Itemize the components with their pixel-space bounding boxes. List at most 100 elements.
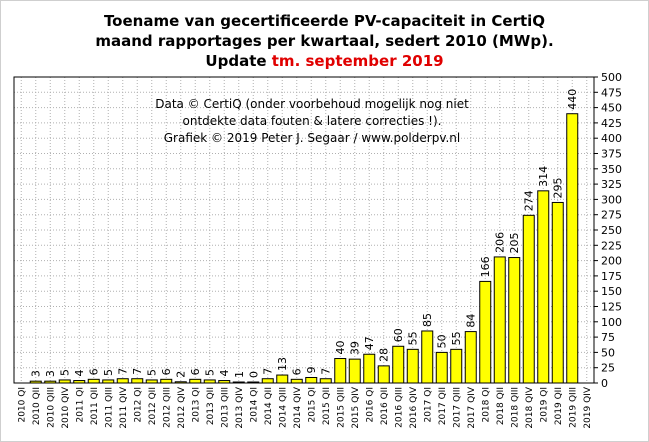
y-tick-label: 400: [601, 132, 622, 145]
chart-title-update-period: tm. september 2019: [271, 52, 444, 70]
y-tick-label: 175: [601, 270, 622, 283]
x-tick-label: 2010 QIV: [61, 386, 71, 429]
x-tick-label: 2018 QIV: [525, 386, 535, 429]
bar-value-label: 7: [117, 368, 130, 375]
y-tick-label: 500: [601, 71, 622, 84]
y-tick-label: 350: [601, 163, 622, 176]
bar: [406, 348, 419, 384]
bar-value-label: 6: [88, 368, 101, 375]
bar-value-label: 440: [566, 89, 579, 110]
x-tick-label: 2011 QIV: [119, 386, 129, 429]
y-tick-label: 125: [601, 301, 622, 314]
bar-value-label: 6: [189, 368, 202, 375]
y-tick-label: 425: [601, 117, 622, 130]
bar-value-label: 7: [320, 368, 333, 375]
x-tick-label: 2014 QI: [249, 387, 259, 423]
bar-value-label: 40: [334, 341, 347, 355]
bar-value-label: 6: [160, 368, 173, 375]
x-tick-label: 2017 QII: [438, 387, 448, 425]
y-tick-label: 50: [601, 346, 615, 359]
bar: [551, 201, 564, 384]
x-tick-label: 2012 QIII: [162, 387, 172, 428]
bar: [334, 358, 347, 384]
y-tick-label: 200: [601, 255, 622, 268]
bar: [537, 190, 550, 384]
bar: [261, 378, 274, 384]
x-tick-label: 2015 QIII: [336, 387, 346, 428]
y-tick-label: 150: [601, 285, 622, 298]
source-note-line-3: Grafiek © 2019 Peter J. Segaar / www.pol…: [164, 131, 461, 145]
bar: [363, 353, 376, 384]
bar-value-label: 50: [436, 334, 449, 348]
source-note-line-1: Data © CertiQ (onder voorbehoud mogelijk…: [155, 97, 469, 111]
bar-value-label: 5: [59, 369, 72, 376]
bar-value-label: 166: [479, 256, 492, 277]
bar-value-label: 274: [523, 190, 536, 211]
bar-value-label: 4: [73, 370, 86, 377]
x-tick-label: 2012 QIV: [177, 386, 187, 429]
x-tick-label: 2017 QI: [423, 387, 433, 423]
bar: [493, 256, 506, 384]
bar-value-label: 3: [30, 370, 43, 377]
x-tick-label: 2018 QI: [481, 387, 491, 423]
x-tick-label: 2018 QIII: [510, 387, 520, 428]
bar-value-label: 85: [421, 313, 434, 327]
chart-title-update-prefix: Update: [205, 52, 272, 70]
x-tick-label: 2016 QII: [380, 387, 390, 425]
bar: [87, 378, 100, 384]
bar-value-label: 0: [247, 371, 260, 378]
x-tick-label: 2015 QII: [322, 387, 332, 425]
y-tick-label: 275: [601, 209, 622, 222]
bar-value-label: 55: [407, 331, 420, 345]
y-tick-label: 25: [601, 362, 615, 375]
bar-value-label: 5: [204, 369, 217, 376]
bar-value-label: 9: [305, 366, 318, 373]
bar-value-label: 206: [494, 232, 507, 253]
x-tick-label: 2011 QIII: [104, 387, 114, 428]
x-tick-label: 2010 QI: [17, 387, 27, 423]
chart-title-line-3: Update tm. september 2019: [0, 52, 649, 70]
x-tick-label: 2013 QIII: [220, 387, 230, 428]
x-tick-label: 2017 QIV: [467, 386, 477, 429]
y-tick-label: 450: [601, 102, 622, 115]
y-tick-label: 225: [601, 239, 622, 252]
bar-value-label: 2: [175, 371, 188, 378]
bar-value-label: 1: [233, 371, 246, 378]
bar: [131, 378, 144, 384]
bar-value-label: 5: [146, 369, 159, 376]
bar: [377, 365, 390, 384]
x-tick-label: 2015 QI: [307, 387, 317, 423]
x-tick-label: 2019 QIV: [583, 386, 593, 429]
y-tick-label: 250: [601, 224, 622, 237]
bar-value-label: 7: [131, 368, 144, 375]
x-tick-label: 2017 QIII: [452, 387, 462, 428]
x-tick-label: 2014 QII: [264, 387, 274, 425]
bar: [435, 351, 448, 384]
x-tick-label: 2011 QI: [75, 387, 85, 423]
chart-title-line-2: maand rapportages per kwartaal, sedert 2…: [95, 32, 554, 50]
x-tick-label: 2016 QI: [365, 387, 375, 423]
axes: 0255075100125150175200225250275300325350…: [13, 71, 622, 429]
y-tick-label: 475: [601, 86, 622, 99]
y-tick-label: 325: [601, 178, 622, 191]
x-tick-label: 2016 QIV: [409, 386, 419, 429]
x-tick-label: 2013 QI: [191, 387, 201, 423]
bar-value-label: 47: [363, 336, 376, 350]
y-tick-label: 300: [601, 193, 622, 206]
bar-value-label: 60: [392, 328, 405, 342]
x-tick-label: 2019 QII: [554, 387, 564, 425]
bar-value-label: 13: [276, 357, 289, 371]
bar: [392, 345, 405, 384]
bar: [421, 330, 434, 384]
x-tick-label: 2011 QII: [90, 387, 100, 425]
bar-value-label: 4: [218, 370, 231, 377]
bar: [305, 376, 318, 384]
bar-value-label: 6: [291, 368, 304, 375]
x-tick-label: 2013 QII: [206, 387, 216, 425]
bar: [450, 348, 463, 384]
bar-value-label: 314: [537, 166, 550, 187]
y-tick-label: 100: [601, 316, 622, 329]
bar-value-label: 55: [450, 331, 463, 345]
